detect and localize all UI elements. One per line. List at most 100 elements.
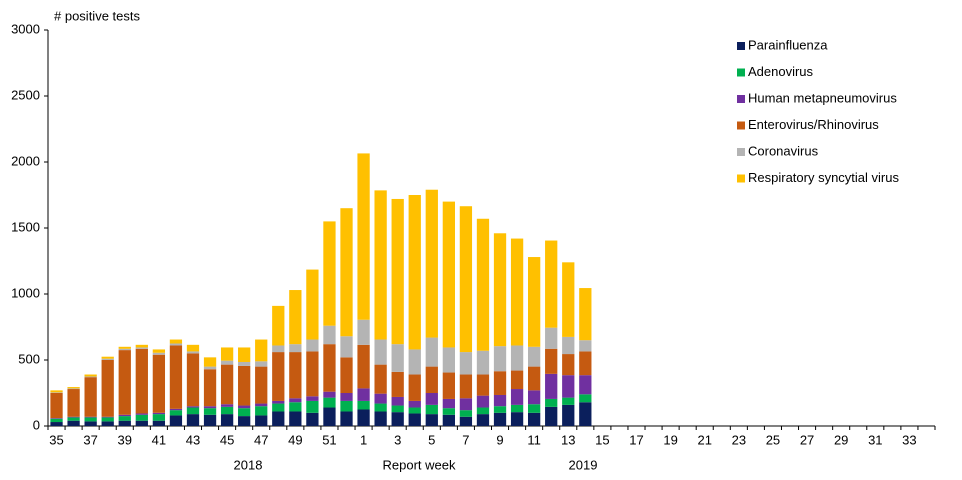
legend-label: Human metapneumovirus <box>748 90 897 105</box>
bar-segment <box>579 394 592 403</box>
bar-segment <box>323 221 336 326</box>
bar-segment <box>408 413 421 426</box>
bar-segment <box>152 414 166 421</box>
bar-segment <box>493 233 507 347</box>
bar-segment <box>289 402 302 412</box>
bar-segment <box>238 347 251 362</box>
bar-segment <box>510 404 524 413</box>
bar-segment <box>67 420 80 426</box>
bar-segment <box>152 412 166 415</box>
bar-segment <box>374 190 387 340</box>
bar-segment <box>408 400 421 408</box>
bar-segment <box>67 388 80 390</box>
bar-segment <box>84 417 97 422</box>
bar-segment <box>186 351 200 354</box>
bar-segment <box>135 414 148 421</box>
x-tick-label: 9 <box>496 432 503 447</box>
bar-segment <box>493 371 507 395</box>
y-tick-label: 1500 <box>11 219 40 234</box>
bar-segment <box>357 153 370 320</box>
bar-segment <box>152 354 166 413</box>
bar-segment <box>118 416 131 421</box>
bar-segment <box>579 288 592 341</box>
bar-segment <box>476 407 490 415</box>
legend-swatch <box>737 95 745 103</box>
bar-segment <box>255 403 268 407</box>
bar-segment <box>545 348 558 374</box>
bar-segment <box>169 345 183 409</box>
x-axis-title: Report week <box>383 457 456 472</box>
bar-segment <box>493 394 507 407</box>
bar-segment <box>442 347 455 373</box>
bar-segment <box>442 414 455 426</box>
bar-segment <box>425 393 438 405</box>
bar-segment <box>374 393 387 404</box>
bar-segment <box>340 400 353 412</box>
bar-segment <box>374 411 387 426</box>
bar-segment <box>84 376 97 378</box>
x-tick-label: 33 <box>902 432 916 447</box>
x-tick-label: 37 <box>83 432 97 447</box>
y-tick-label: 1000 <box>11 285 40 300</box>
legend-label: Adenovirus <box>748 64 814 79</box>
x-tick-label: 1 <box>360 432 367 447</box>
bar-segment <box>459 410 473 417</box>
bar-segment <box>442 372 455 399</box>
bar-segment <box>391 405 404 413</box>
bar-segment <box>562 336 575 355</box>
bar-segment <box>67 417 80 421</box>
bar-segment <box>118 350 131 415</box>
legend-label: Coronavirus <box>748 143 819 158</box>
bar-segment <box>135 420 148 426</box>
year-label: 2018 <box>234 457 263 472</box>
bar-segment <box>340 336 353 358</box>
bar-segment <box>255 415 268 426</box>
x-tick-label: 45 <box>220 432 234 447</box>
bar-segment <box>255 361 268 367</box>
legend-label: Enterovirus/Rhinovirus <box>748 117 879 132</box>
bar-segment <box>459 206 473 353</box>
bar-segment <box>186 353 200 407</box>
bar-segment <box>220 364 234 405</box>
bar-segment <box>528 346 541 367</box>
bar-segment <box>203 414 217 426</box>
y-axis-title: # positive tests <box>54 8 140 23</box>
bar-segment <box>425 366 438 393</box>
bar-segment <box>272 345 285 353</box>
bar-segment <box>562 375 575 398</box>
bar-segment <box>357 388 370 401</box>
bar-segment <box>238 416 251 426</box>
bar-segment <box>220 414 234 426</box>
legend-label: Respiratory syncytial virus <box>748 170 899 185</box>
bar-segment <box>84 416 97 418</box>
legend-swatch <box>737 174 745 183</box>
bar-segment <box>118 420 131 426</box>
x-tick-label: 11 <box>527 432 541 447</box>
bar-segment <box>50 418 63 419</box>
bar-segment <box>101 416 114 418</box>
bar-segment <box>442 408 455 415</box>
bar-segment <box>323 397 336 408</box>
x-tick-label: 51 <box>322 432 336 447</box>
bar-segment <box>289 411 302 426</box>
bar-segment <box>545 406 558 426</box>
bar-segment <box>101 417 114 422</box>
bar-segment <box>84 377 97 417</box>
bar-segment <box>238 405 251 409</box>
bar-segment <box>459 352 473 375</box>
bar-segment <box>391 396 404 406</box>
bar-segment <box>391 412 404 426</box>
bar-segment <box>579 340 592 352</box>
bar-segment <box>289 398 302 403</box>
bar-segment <box>220 406 234 415</box>
year-label: 2019 <box>569 457 598 472</box>
bar-segment <box>186 406 200 408</box>
bar-segment <box>203 357 217 367</box>
bar-segment <box>203 408 217 415</box>
bar-segment <box>357 344 370 389</box>
bar-segment <box>323 344 336 392</box>
bar-segment <box>203 366 217 370</box>
bar-segment <box>545 398 558 407</box>
bar-segment <box>67 389 80 417</box>
bar-segment <box>340 208 353 337</box>
